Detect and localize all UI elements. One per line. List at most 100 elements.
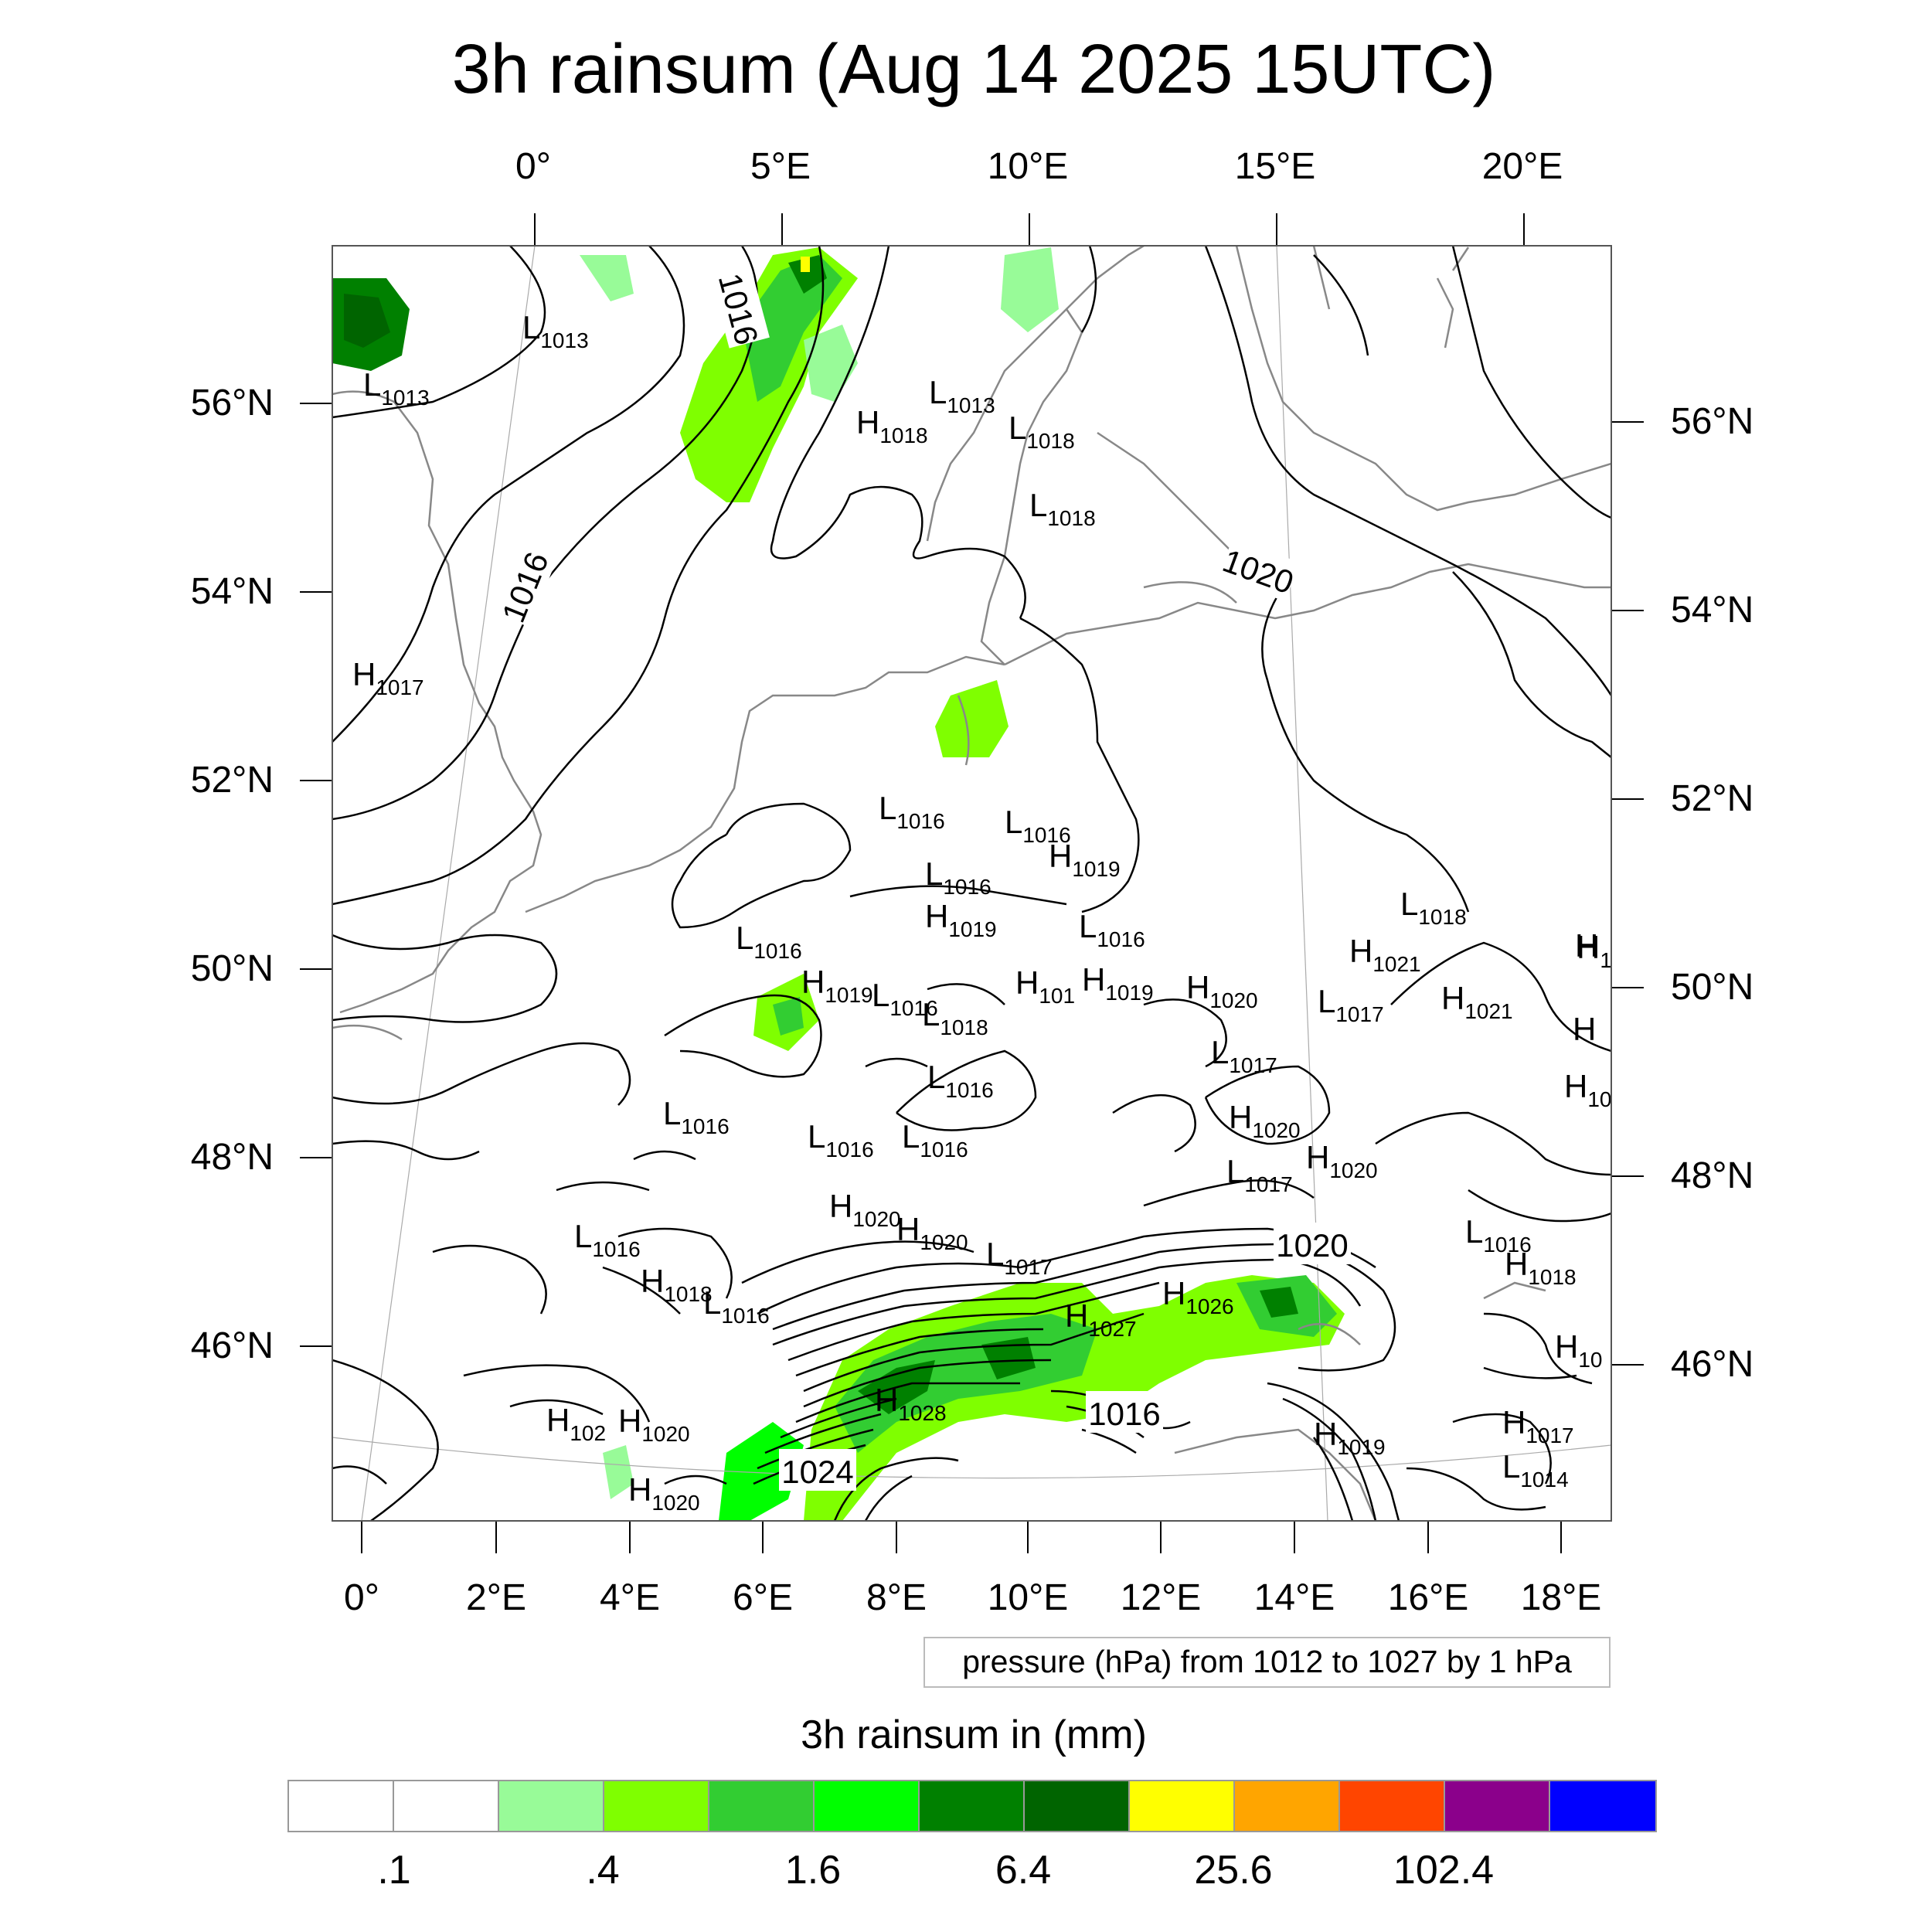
colorbar-swatch [1340, 1781, 1445, 1831]
colorbar [287, 1780, 1657, 1832]
bottom-lon-label-18e: 18°E [1520, 1577, 1602, 1618]
colorbar-label: .4 [586, 1848, 620, 1893]
left-lat-label-50n: 50°N [190, 948, 274, 989]
high-pressure-center: H1020 [829, 1188, 901, 1231]
low-pressure-center: L1018 [1400, 886, 1467, 929]
colorbar-swatch [604, 1781, 709, 1831]
high-pressure-center: H1019 [925, 898, 997, 941]
colorbar-label: 102.4 [1393, 1848, 1495, 1893]
low-pressure-center: L1016 [925, 855, 992, 899]
high-pressure-center: H1019 [1314, 1416, 1386, 1459]
left-lat-label-48n: 48°N [190, 1137, 274, 1178]
high-pressure-center: H [1573, 1011, 1596, 1047]
colorbar-swatch [394, 1781, 499, 1831]
high-pressure-center: H1020 [628, 1471, 700, 1515]
high-pressure-center: H1019 [1049, 838, 1121, 881]
colorbar-swatch [1235, 1781, 1340, 1831]
rain-shading [332, 247, 1345, 1521]
isobars [332, 246, 1611, 1521]
right-lat-label-50n: 50°N [1671, 967, 1754, 1008]
low-pressure-center: L1016 [808, 1118, 874, 1162]
high-pressure-center: H1017 [352, 656, 424, 699]
low-pressure-center: L1016 [1079, 908, 1145, 951]
high-pressure-center: H1018 [856, 404, 928, 447]
colorbar-swatch [1025, 1781, 1130, 1831]
isobar-labels: 1016 1016 1020 1020 1016 [490, 268, 1351, 1491]
high-pressure-center: H10 [1555, 1328, 1603, 1372]
low-pressure-center: L1016 [736, 920, 802, 963]
colorbar-title: 3h rainsum in (mm) [801, 1713, 1147, 1757]
top-lon-label-15e: 15°E [1234, 146, 1316, 187]
graticule [332, 246, 1611, 1521]
bottom-lon-label-14e: 14°E [1253, 1577, 1335, 1618]
isobar-label: 1020 [1276, 1227, 1348, 1264]
low-pressure-center: L1017 [1226, 1153, 1293, 1196]
high-pressure-center: H1020 [618, 1403, 690, 1446]
low-pressure-center: L1016 [902, 1118, 968, 1162]
low-pressure-center: L1013 [522, 309, 589, 352]
pressure-info-box: pressure (hPa) from 1012 to 1027 by 1 hP… [923, 1637, 1611, 1688]
top-lon-label-10e: 10°E [987, 146, 1069, 187]
bottom-lon-label-12e: 12°E [1120, 1577, 1202, 1618]
colorbar-swatch [815, 1781, 920, 1831]
high-pressure-center: H1019 [801, 964, 873, 1007]
bottom-lon-label-4e: 4°E [600, 1577, 660, 1618]
colorbar-swatch [499, 1781, 604, 1831]
colorbar-swatch [920, 1781, 1025, 1831]
high-pressure-center: H1020 [1186, 969, 1258, 1012]
right-lat-label-52n: 52°N [1671, 778, 1754, 819]
high-pressure-center: H1018 [1505, 1246, 1577, 1289]
right-lat-label-46n: 46°N [1671, 1344, 1754, 1385]
left-lat-label-56n: 56°N [190, 383, 274, 423]
bottom-lon-label-8e: 8°E [866, 1577, 927, 1618]
high-pressure-center: H [1575, 927, 1598, 964]
low-pressure-center: L1016 [927, 1059, 994, 1102]
bottom-lon-label-10e: 10°E [987, 1577, 1069, 1618]
map-title: 3h rainsum (Aug 14 2025 15UTC) [451, 31, 1496, 108]
low-pressure-center: L1017 [1318, 983, 1384, 1026]
high-pressure-center: H1020 [1229, 1099, 1301, 1142]
high-pressure-center: H1021 [1349, 933, 1421, 976]
colorbar-label: 25.6 [1194, 1848, 1273, 1893]
right-lat-label-54n: 54°N [1671, 590, 1754, 631]
bottom-lon-label-2e: 2°E [466, 1577, 526, 1618]
bottom-lon-label-0: 0° [344, 1577, 379, 1618]
low-pressure-center: L1016 [663, 1095, 730, 1138]
tick-marks [300, 213, 1644, 1553]
map-frame [332, 245, 1612, 1522]
isobar-label: 1016 [1088, 1396, 1160, 1432]
low-pressure-center: L1013 [363, 366, 430, 410]
low-pressure-center: L1016 [879, 790, 945, 833]
low-pressure-center: L1018 [922, 996, 988, 1039]
high-pressure-center: H1020 [1306, 1139, 1378, 1182]
top-lon-label-0: 0° [515, 146, 551, 187]
low-pressure-center: L1016 [872, 977, 938, 1020]
bottom-lon-label-16e: 16°E [1387, 1577, 1469, 1618]
left-lat-label-46n: 46°N [190, 1325, 274, 1366]
colorbar-swatch [1445, 1781, 1550, 1831]
isobar-label: 1024 [781, 1454, 853, 1490]
low-pressure-center: L1018 [1009, 410, 1075, 453]
colorbar-swatch [709, 1781, 815, 1831]
high-pressure-center: H1027 [1065, 1298, 1137, 1341]
high-pressure-center: H102 [546, 1402, 606, 1445]
low-pressure-center: L1018 [1029, 487, 1096, 530]
high-pressure-center: H10 [1564, 1068, 1612, 1111]
low-pressure-center: L1016 [1465, 1213, 1532, 1257]
low-pressure-center: L1017 [1211, 1034, 1277, 1077]
high-pressure-center: H1019 [1082, 961, 1154, 1005]
right-lat-label-56n: 56°N [1671, 401, 1754, 442]
high-pressure-center: H1028 [875, 1382, 947, 1425]
high-pressure-center: H1021 [1441, 980, 1513, 1023]
colorbar-label: 6.4 [995, 1848, 1052, 1893]
high-pressure-center: H1018 [641, 1263, 713, 1306]
top-lon-label-20e: 20°E [1481, 146, 1563, 187]
low-pressure-center: L1017 [986, 1236, 1053, 1279]
low-pressure-center: L1016 [1005, 804, 1071, 847]
colorbar-label: .1 [377, 1848, 411, 1893]
colorbar-swatch [289, 1781, 394, 1831]
low-pressure-center: L1016 [703, 1284, 770, 1328]
colorbar-swatch [1130, 1781, 1235, 1831]
